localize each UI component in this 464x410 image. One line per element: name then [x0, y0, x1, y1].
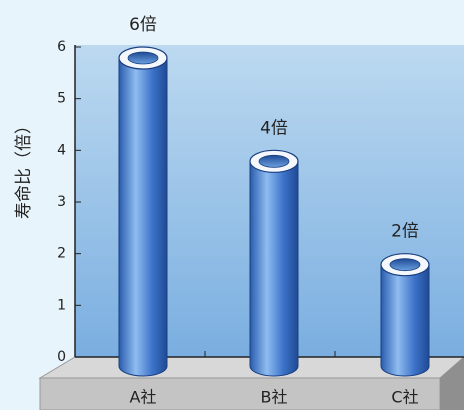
cylinder-body — [249, 160, 299, 377]
y-tick-label: 3 — [57, 194, 66, 210]
y-tick-label: 2 — [57, 246, 66, 262]
platform-front — [39, 377, 441, 410]
cylinder — [118, 46, 168, 377]
platform-side — [440, 357, 464, 410]
y-tick-label: 6 — [57, 39, 66, 55]
cylinder-hole — [389, 258, 421, 272]
value-label: 4倍 — [260, 118, 288, 138]
cylinder-body — [118, 57, 168, 377]
y-tick-label: 0 — [57, 349, 66, 365]
y-tick-label: 4 — [57, 142, 66, 158]
x-tick-label: B社 — [261, 388, 288, 407]
cylinder-hole — [258, 154, 290, 168]
y-axis-label: 寿命比（倍） — [14, 117, 34, 219]
cylinder — [380, 253, 430, 377]
value-label: 6倍 — [129, 15, 157, 35]
cylinder — [249, 149, 299, 377]
cylinder-body — [380, 264, 430, 377]
cylinder-hole — [127, 51, 159, 65]
x-tick-label: C社 — [391, 388, 418, 407]
y-tick-label: 1 — [57, 297, 66, 313]
value-label: 2倍 — [391, 222, 419, 242]
y-tick-label: 5 — [57, 91, 66, 107]
x-tick-label: A社 — [130, 388, 157, 407]
